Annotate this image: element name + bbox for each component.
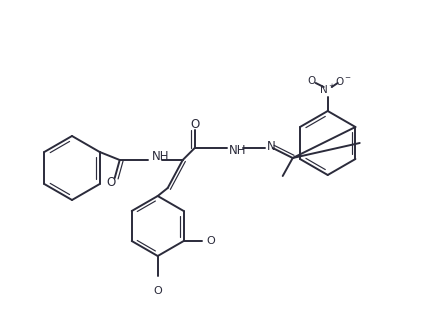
Text: O$^-$: O$^-$: [335, 75, 352, 87]
Text: O: O: [308, 76, 316, 86]
Text: NH: NH: [229, 143, 246, 157]
Text: NH: NH: [152, 151, 169, 164]
Text: O: O: [207, 236, 215, 246]
Text: N: N: [267, 140, 275, 154]
Text: O: O: [106, 175, 115, 188]
Text: O: O: [154, 286, 162, 296]
Text: O: O: [190, 119, 199, 131]
Text: N$^+$: N$^+$: [319, 82, 336, 95]
